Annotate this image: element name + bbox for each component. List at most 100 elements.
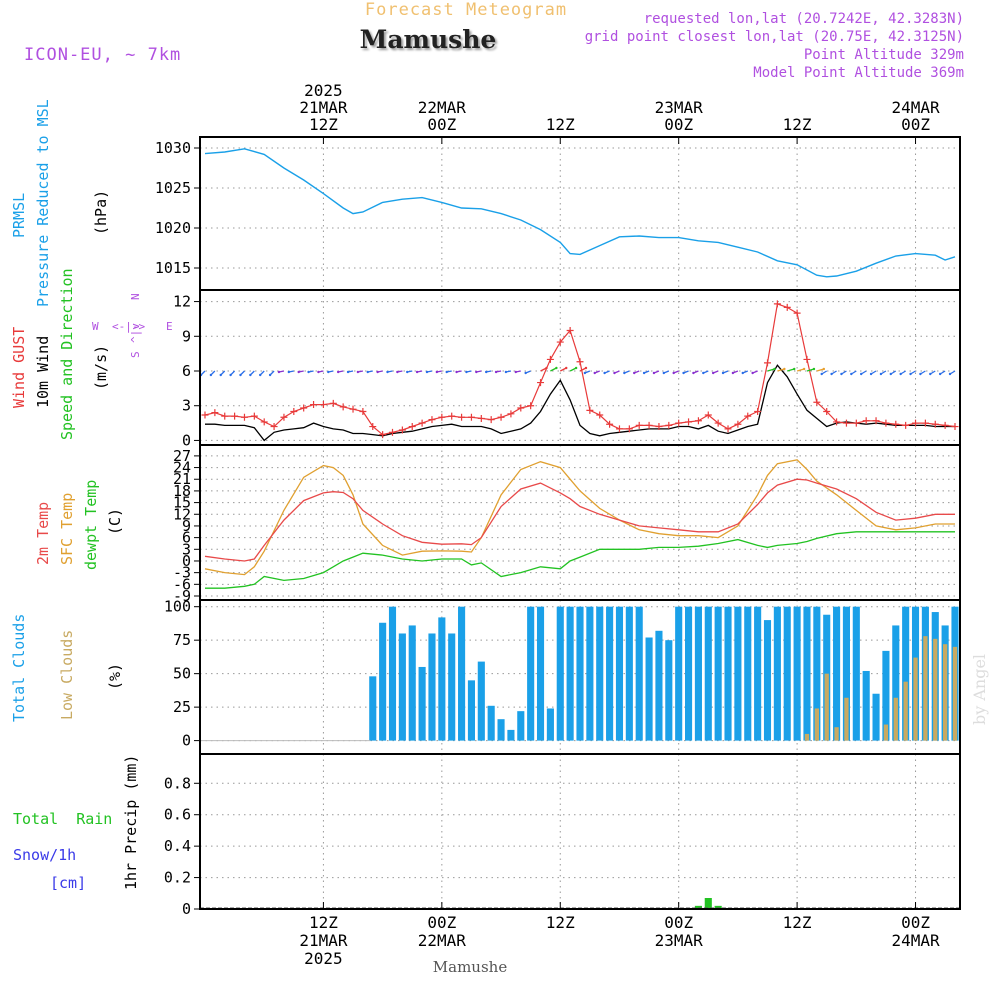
wind-arrow-head — [287, 370, 291, 374]
pressure-line — [204, 148, 956, 278]
wind-arrow-head — [336, 370, 340, 374]
gust-marker — [240, 413, 248, 421]
precip-label-3: [cm] — [50, 874, 86, 892]
gust-marker — [270, 423, 278, 431]
total-cloud-bar — [685, 606, 693, 741]
y-tick-label: 1020 — [155, 219, 191, 237]
wind-arrow-head — [642, 371, 646, 375]
total-cloud-bar — [586, 606, 594, 741]
gust-marker — [941, 421, 949, 429]
cloud-unit: (%) — [106, 663, 124, 690]
wind-arrow-head — [494, 370, 498, 374]
low-cloud-bar — [804, 733, 810, 741]
model-label: ICON-EU, ~ 7km — [24, 45, 181, 65]
y-tick-label: 0.6 — [164, 806, 191, 824]
y-tick-label: 0.8 — [164, 774, 191, 792]
top-time-label: 24MAR — [891, 98, 940, 117]
wind-arrow-head — [239, 373, 242, 377]
bottom-time-label: 12Z — [546, 913, 575, 932]
gust-marker — [596, 411, 604, 419]
gust-marker — [290, 408, 298, 415]
gust-marker — [842, 419, 850, 427]
top-time-label: 2025 — [304, 81, 343, 100]
wind-arrow-head — [317, 370, 320, 374]
gust-marker — [379, 431, 387, 439]
y-tick-label: 25 — [173, 698, 191, 716]
total-cloud-bar — [428, 633, 436, 741]
wind-labels: Wind GUST 10m Wind Speed and Direction (… — [10, 268, 173, 440]
total-cloud-bar — [458, 606, 466, 741]
wind-arrow-head — [938, 372, 942, 376]
y-tick-label: -9 — [173, 587, 191, 605]
low-cloud-bar — [903, 681, 908, 741]
wind-arrow-head — [504, 370, 508, 374]
compass-e: E — [166, 320, 173, 333]
gust-marker — [339, 403, 347, 411]
gust-marker — [260, 418, 268, 426]
wind-arrow-head — [583, 371, 587, 375]
temp-labels: 2m Temp SFC Temp dewpt Temp (C) — [34, 480, 124, 570]
compass-rose: N S ^|v W <-|-> E — [92, 293, 173, 358]
gust-marker — [764, 359, 771, 367]
gust-marker — [329, 399, 337, 407]
gust-marker — [517, 404, 525, 412]
top-time-label: 12Z — [783, 115, 812, 134]
wind-arrow — [767, 368, 775, 372]
gust-marker — [793, 309, 801, 317]
gust-marker — [477, 414, 485, 422]
bottom-time-label: 00Z — [901, 913, 930, 932]
total-cloud-bar — [566, 606, 574, 741]
wind-arrow-head — [386, 370, 389, 374]
gust-marker — [418, 419, 426, 427]
temp-label-3: dewpt Temp — [82, 480, 100, 570]
total-cloud-bar — [576, 606, 584, 741]
top-time-label: 21MAR — [299, 98, 348, 117]
gust-marker — [872, 417, 880, 425]
pressure-label-2: Pressure Reduced to MSL — [34, 99, 52, 307]
total-cloud-bar — [556, 606, 564, 741]
pressure-label-1: PRMSL — [10, 193, 28, 238]
y-tick-label: 100 — [164, 598, 191, 616]
total-cloud-bar — [477, 661, 485, 741]
gust-marker — [823, 408, 831, 415]
low-cloud-bar — [933, 638, 938, 741]
bottom-time-label: 12Z — [783, 913, 812, 932]
total-cloud-bar — [675, 606, 683, 741]
gust-marker — [576, 358, 584, 366]
gust-marker — [458, 413, 466, 421]
panel-frame-precip — [199, 753, 961, 910]
gust-marker — [833, 418, 841, 426]
total-cloud-bar — [694, 606, 702, 741]
bottom-time-label: 12Z — [309, 913, 338, 932]
gust-marker — [635, 421, 643, 429]
wind-arrow-head — [783, 367, 786, 371]
bottom-time-label: 23MAR — [655, 931, 704, 950]
panel-frame-pressure — [199, 136, 961, 291]
wind-arrow-head — [702, 371, 705, 375]
y-tick-label: 21 — [173, 470, 191, 488]
wind-arrow-head — [514, 370, 517, 374]
gust-marker — [882, 419, 890, 427]
wind-arrow-head — [859, 372, 863, 376]
wind-arrow-head — [919, 372, 922, 376]
gust-marker — [951, 423, 959, 431]
wind-arrow-head — [613, 371, 616, 375]
total-cloud-bar — [448, 633, 456, 741]
gust-marker — [625, 425, 633, 433]
total-cloud-bar — [793, 606, 801, 741]
gust-marker — [389, 428, 396, 436]
gust-marker — [369, 423, 377, 431]
y-tick-label: 1030 — [155, 139, 191, 157]
total-cloud-bar — [704, 606, 712, 741]
gust-marker — [408, 423, 416, 431]
wind-arrow-head — [929, 372, 932, 376]
total-cloud-bar — [606, 606, 614, 741]
gust-marker — [645, 421, 653, 429]
precip-labels: Total Rain Snow/1h [cm] 1hr Precip (mm) — [13, 755, 140, 892]
wind-arrow-head — [822, 367, 826, 371]
wind-arrow-head — [249, 373, 252, 377]
wind-arrow-head — [366, 370, 369, 374]
total-cloud-bar — [833, 606, 841, 741]
total-cloud-bar — [418, 666, 426, 741]
compass-h: <-|-> — [112, 320, 145, 333]
